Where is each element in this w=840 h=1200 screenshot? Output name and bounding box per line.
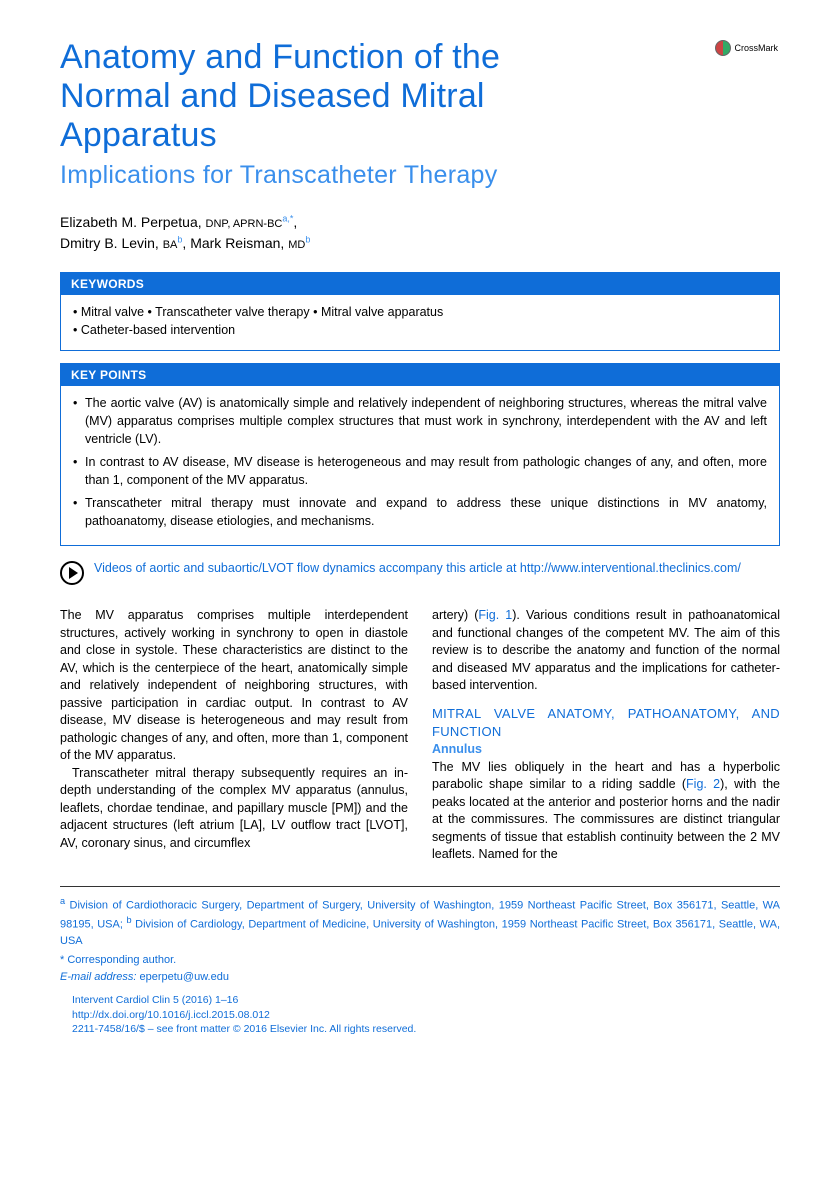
- video-note: Videos of aortic and subaortic/LVOT flow…: [60, 560, 780, 585]
- keywords-body: • Mitral valve • Transcatheter valve the…: [61, 295, 779, 349]
- author-name: Dmitry B. Levin,: [60, 235, 159, 251]
- footer-divider: [60, 886, 780, 887]
- author-affil-sup: b: [305, 235, 310, 245]
- keywords-box: KEYWORDS • Mitral valve • Transcatheter …: [60, 272, 780, 350]
- email-label: E-mail address:: [60, 971, 139, 983]
- keypoint-item: In contrast to AV disease, MV disease is…: [73, 453, 767, 489]
- body-columns: The MV apparatus comprises multiple inte…: [60, 607, 780, 863]
- author-affil-sup: a,*: [282, 214, 293, 224]
- email-value[interactable]: eperpetu@uw.edu: [139, 971, 228, 983]
- author-credentials: MD: [288, 239, 305, 251]
- body-paragraph: The MV lies obliquely in the heart and h…: [432, 759, 780, 864]
- article-title: Anatomy and Function of the Normal and D…: [60, 38, 620, 155]
- citation-doi[interactable]: http://dx.doi.org/10.1016/j.iccl.2015.08…: [72, 1008, 780, 1023]
- crossmark-label: CrossMark: [734, 43, 778, 53]
- citation-block: Intervent Cardiol Clin 5 (2016) 1–16 htt…: [60, 993, 780, 1037]
- keypoints-body: The aortic valve (AV) is anatomically si…: [61, 386, 779, 546]
- citation-line: 2211-7458/16/$ – see front matter © 2016…: [72, 1022, 780, 1037]
- article-subtitle: Implications for Transcatheter Therapy: [60, 161, 780, 190]
- citation-line: Intervent Cardiol Clin 5 (2016) 1–16: [72, 993, 780, 1008]
- crossmark-icon: [715, 40, 731, 56]
- keywords-header: KEYWORDS: [61, 273, 779, 295]
- subsection-heading: Annulus: [432, 741, 780, 759]
- body-paragraph: The MV apparatus comprises multiple inte…: [60, 607, 408, 765]
- corresponding-author: * Corresponding author.: [60, 954, 780, 966]
- section-heading: MITRAL VALVE ANATOMY, PATHOANATOMY, AND …: [432, 705, 780, 741]
- keypoints-box: KEY POINTS The aortic valve (AV) is anat…: [60, 363, 780, 547]
- author-affil-sup: b: [177, 235, 182, 245]
- author-credentials: DNP, APRN-BC: [206, 218, 283, 230]
- author-name: Mark Reisman,: [190, 235, 284, 251]
- affiliations: a Division of Cardiothoracic Surgery, De…: [60, 895, 780, 950]
- keywords-line: • Catheter-based intervention: [73, 321, 767, 339]
- authors-block: Elizabeth M. Perpetua, DNP, APRN-BCa,*, …: [60, 212, 780, 254]
- keypoint-item: Transcatheter mitral therapy must innova…: [73, 494, 767, 530]
- video-text: Videos of aortic and subaortic/LVOT flow…: [94, 560, 741, 578]
- keypoint-item: The aortic valve (AV) is anatomically si…: [73, 394, 767, 448]
- body-paragraph: Transcatheter mitral therapy subsequentl…: [60, 765, 408, 853]
- play-icon[interactable]: [60, 561, 84, 585]
- play-triangle-icon: [69, 567, 78, 579]
- keywords-line: • Mitral valve • Transcatheter valve the…: [73, 303, 767, 321]
- author-credentials: BA: [163, 239, 178, 251]
- keypoints-header: KEY POINTS: [61, 364, 779, 386]
- body-paragraph: artery) (Fig. 1). Various conditions res…: [432, 607, 780, 695]
- email-line: E-mail address: eperpetu@uw.edu: [60, 968, 780, 983]
- author-name: Elizabeth M. Perpetua,: [60, 214, 202, 230]
- crossmark-badge[interactable]: CrossMark: [715, 40, 778, 56]
- figure-ref[interactable]: Fig. 2: [686, 777, 720, 791]
- figure-ref[interactable]: Fig. 1: [478, 608, 512, 622]
